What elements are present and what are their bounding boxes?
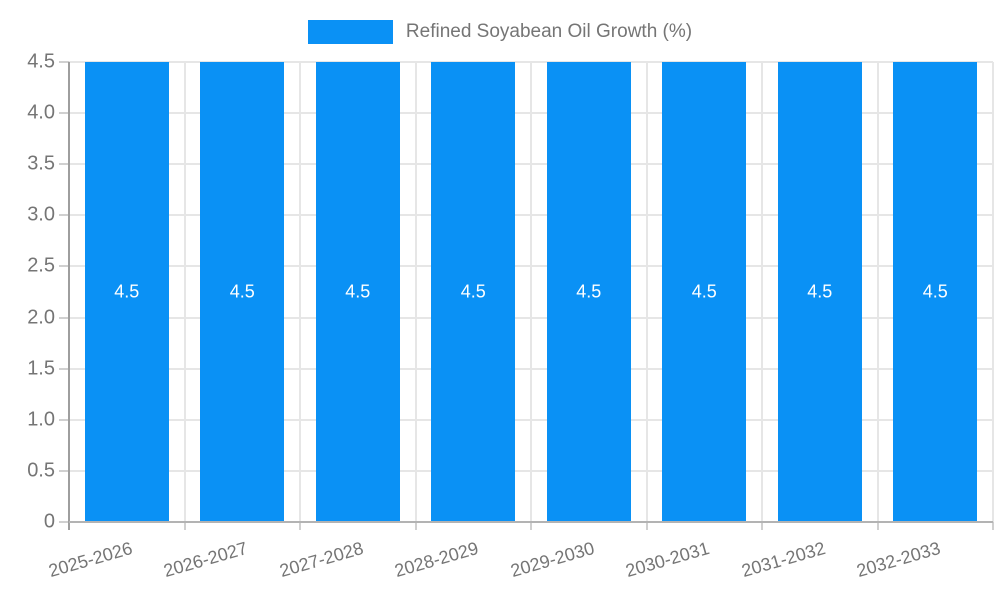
y-axis-tick-label: 2.5 [27,254,55,277]
bar-value-label: 4.5 [229,281,255,302]
x-gridline [761,62,763,522]
bar [431,62,516,522]
x-gridline [645,62,648,522]
x-axis-tick-label: 2030-2031 [623,538,712,581]
x-tick-mark [876,522,879,530]
y-tick-mark [59,469,69,472]
x-axis-tick-label: 2027-2028 [276,538,366,581]
x-axis-tick-label: 2031-2032 [738,538,828,581]
x-gridline [414,62,417,522]
x-axis-tick-label: 2028-2029 [392,538,481,581]
legend-color-swatch [307,20,393,44]
y-axis-tick-label: 4.0 [27,101,55,124]
x-gridline [299,62,301,522]
x-tick-mark [761,522,763,530]
x-tick-mark [992,522,994,530]
y-axis-tick-label: 4.5 [27,50,55,73]
bar-value-label: 4.5 [460,281,486,302]
y-tick-mark [59,316,69,319]
x-gridline [992,62,994,522]
legend-series-label: Refined Soyabean Oil Growth (%) [405,21,693,42]
y-axis-tick-label: 1.5 [27,357,55,380]
x-tick-mark [299,522,301,530]
y-tick-mark [59,112,69,115]
y-axis-tick-label: 3.0 [27,203,55,226]
x-axis-tick-label: 2025-2026 [45,538,135,581]
x-tick-mark [645,522,648,530]
x-gridline [530,62,532,522]
bar-value-label: 4.5 [345,281,371,302]
bar-value-label: 4.5 [807,281,833,302]
y-axis-tick-label: 1.0 [27,408,55,431]
bar [315,62,400,522]
y-tick-mark [59,163,69,166]
bar [893,62,978,522]
bar-value-label: 4.5 [691,281,717,302]
y-tick-mark [59,265,69,268]
x-tick-mark [183,522,186,530]
bar [200,62,285,522]
bar-value-label: 4.5 [922,281,948,302]
y-tick-mark [59,521,69,523]
x-axis-tick-label: 2032-2033 [854,538,943,581]
chart-legend: Refined Soyabean Oil Growth (%) [0,20,1000,44]
x-axis-line [69,521,993,523]
x-tick-mark [530,522,532,530]
y-axis-tick-label: 0.5 [27,459,55,482]
y-tick-mark [59,367,69,370]
y-tick-mark [59,214,69,217]
y-axis-tick-label: 2.0 [27,306,55,329]
bar [777,62,862,522]
bar-value-label: 4.5 [114,281,140,302]
x-gridline [183,62,186,522]
y-axis-tick-label: 3.5 [27,152,55,175]
bar-value-label: 4.5 [576,281,602,302]
y-axis-line [68,62,70,530]
x-tick-mark [414,522,417,530]
bar [84,62,169,522]
y-axis-tick-label: 0 [43,510,55,533]
x-gridline [876,62,879,522]
bar [662,62,747,522]
bar [546,62,631,522]
x-axis-tick-label: 2029-2030 [507,538,597,581]
x-axis-tick-label: 2026-2027 [161,538,250,581]
y-tick-mark [59,61,69,63]
y-tick-mark [59,418,69,421]
